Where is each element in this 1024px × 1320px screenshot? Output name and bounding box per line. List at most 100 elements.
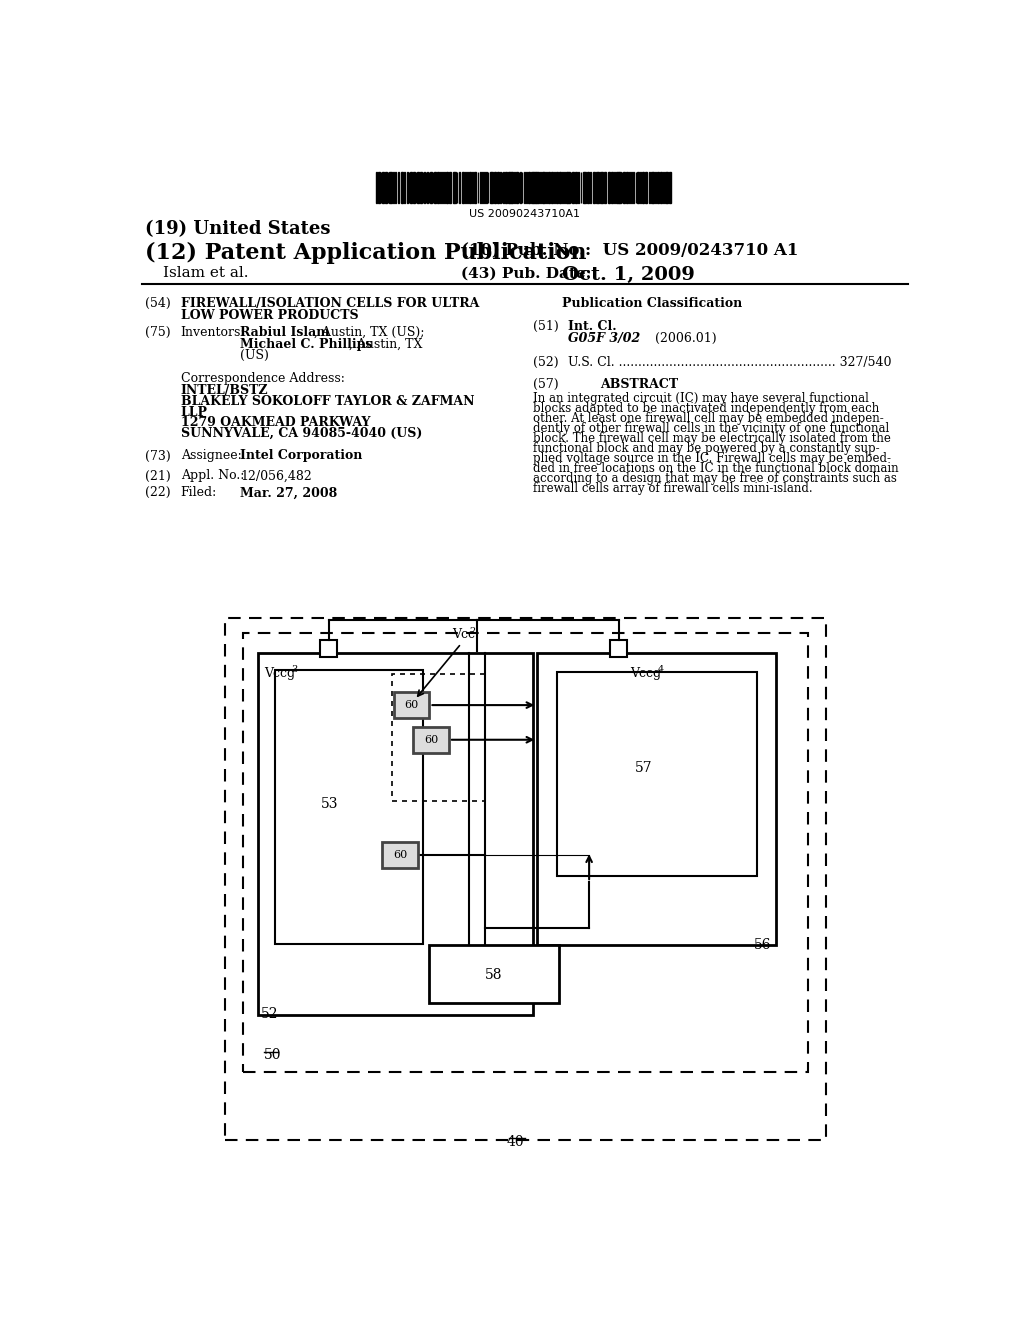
Bar	[540, 173, 541, 203]
Text: (54): (54)	[145, 297, 171, 310]
Text: 52: 52	[261, 1007, 279, 1020]
Bar	[611, 173, 613, 203]
Bar	[585, 173, 586, 203]
Text: 1279 OAKMEAD PARKWAY: 1279 OAKMEAD PARKWAY	[180, 416, 371, 429]
Bar	[382, 842, 418, 869]
Bar	[651, 173, 652, 203]
Text: block. The firewall cell may be electrically isolated from the: block. The firewall cell may be electric…	[532, 432, 891, 445]
Bar	[620, 173, 621, 203]
Text: 2: 2	[469, 627, 475, 635]
Text: BLAKELY SOKOLOFF TAYLOR & ZAFMAN: BLAKELY SOKOLOFF TAYLOR & ZAFMAN	[180, 395, 474, 408]
Text: (43) Pub. Date:: (43) Pub. Date:	[461, 267, 592, 280]
Text: plied voltage source in the IC. Firewall cells may be embed-: plied voltage source in the IC. Firewall…	[532, 451, 891, 465]
Text: Vccg: Vccg	[630, 667, 662, 680]
Text: 12/056,482: 12/056,482	[241, 470, 312, 483]
Text: (2006.01): (2006.01)	[655, 333, 717, 346]
Bar	[516, 173, 518, 203]
Text: (73): (73)	[145, 449, 171, 462]
Bar	[614, 173, 615, 203]
Text: LLP: LLP	[180, 405, 208, 418]
Bar	[624, 173, 625, 203]
Bar	[551, 173, 553, 203]
Bar	[649, 173, 650, 203]
Bar	[258, 653, 534, 1015]
Bar	[556, 173, 558, 203]
Bar	[600, 173, 601, 203]
Bar	[437, 173, 438, 203]
Text: (52): (52)	[532, 355, 558, 368]
Text: Oct. 1, 2009: Oct. 1, 2009	[562, 267, 695, 284]
Text: Intel Corporation: Intel Corporation	[241, 449, 362, 462]
Text: (US): (US)	[241, 350, 269, 363]
Text: 3: 3	[291, 665, 297, 675]
Text: (19) United States: (19) United States	[145, 220, 331, 238]
Text: SUNNYVALE, CA 94085-4040 (US): SUNNYVALE, CA 94085-4040 (US)	[180, 428, 422, 440]
Bar	[243, 634, 809, 1072]
Bar	[417, 173, 419, 203]
Bar	[596, 173, 598, 203]
Text: 60: 60	[424, 735, 438, 744]
Bar	[604, 173, 606, 203]
Bar	[575, 173, 577, 203]
Bar	[275, 671, 423, 944]
Bar	[394, 692, 429, 718]
Bar	[578, 173, 579, 203]
Text: Mar. 27, 2008: Mar. 27, 2008	[241, 487, 338, 499]
Text: Rabiul Islam: Rabiul Islam	[241, 326, 330, 339]
Bar	[469, 173, 471, 203]
Text: Assignee:: Assignee:	[180, 449, 242, 462]
Bar	[397, 173, 399, 203]
Text: 53: 53	[321, 797, 338, 812]
Bar	[626, 173, 628, 203]
Text: Int. Cl.: Int. Cl.	[568, 321, 616, 333]
Bar	[548, 173, 550, 203]
Bar	[572, 173, 574, 203]
Text: , Austin, TX: , Austin, TX	[349, 338, 422, 351]
Text: US 20090243710A1: US 20090243710A1	[469, 210, 581, 219]
Text: Michael C. Phillips: Michael C. Phillips	[241, 338, 373, 351]
Bar	[429, 945, 559, 1003]
Bar	[669, 173, 672, 203]
Bar	[455, 173, 456, 203]
Bar	[414, 173, 415, 203]
Bar	[546, 173, 547, 203]
Bar	[534, 173, 536, 203]
Text: (21): (21)	[145, 470, 171, 483]
Bar	[531, 173, 532, 203]
Bar	[225, 618, 825, 1140]
Bar	[442, 173, 443, 203]
Text: other. At least one firewall cell may be embedded indepen-: other. At least one firewall cell may be…	[532, 412, 884, 425]
Bar	[483, 173, 485, 203]
Text: firewall cells array of firewall cells mini-island.: firewall cells array of firewall cells m…	[532, 482, 812, 495]
Text: U.S. Cl. ........................................................ 327/540: U.S. Cl. ...............................…	[568, 355, 892, 368]
Text: ABSTRACT: ABSTRACT	[600, 378, 679, 391]
Text: 60: 60	[404, 700, 419, 710]
Text: (12) Patent Application Publication: (12) Patent Application Publication	[145, 242, 587, 264]
Bar	[385, 173, 387, 203]
Text: blocks adapted to be inactivated independently from each: blocks adapted to be inactivated indepen…	[532, 401, 879, 414]
Bar	[637, 173, 639, 203]
Bar	[525, 173, 527, 203]
Bar	[420, 173, 422, 203]
Text: Filed:: Filed:	[180, 487, 217, 499]
Text: (22): (22)	[145, 487, 171, 499]
Text: (51): (51)	[532, 321, 558, 333]
Text: dently of other firewall cells in the vicinity of one functional: dently of other firewall cells in the vi…	[532, 422, 889, 434]
Bar	[656, 173, 658, 203]
Text: (75): (75)	[145, 326, 171, 339]
Bar	[492, 173, 493, 203]
Text: according to a design that may be free of constraints such as: according to a design that may be free o…	[532, 471, 896, 484]
Text: ded in free locations on the IC in the functional block domain: ded in free locations on the IC in the f…	[532, 462, 898, 475]
Bar	[538, 653, 776, 945]
Text: 56: 56	[755, 937, 772, 952]
Text: FIREWALL/ISOLATION CELLS FOR ULTRA: FIREWALL/ISOLATION CELLS FOR ULTRA	[180, 297, 479, 310]
Bar	[505, 173, 507, 203]
Bar	[544, 173, 545, 203]
Bar	[434, 173, 435, 203]
Text: functional block and may be powered by a constantly sup-: functional block and may be powered by a…	[532, 442, 880, 455]
Text: LOW POWER PRODUCTS: LOW POWER PRODUCTS	[180, 309, 358, 322]
Text: Inventors:: Inventors:	[180, 326, 245, 339]
Bar	[665, 173, 667, 203]
Text: Publication Classification: Publication Classification	[562, 297, 742, 310]
Bar	[480, 173, 481, 203]
